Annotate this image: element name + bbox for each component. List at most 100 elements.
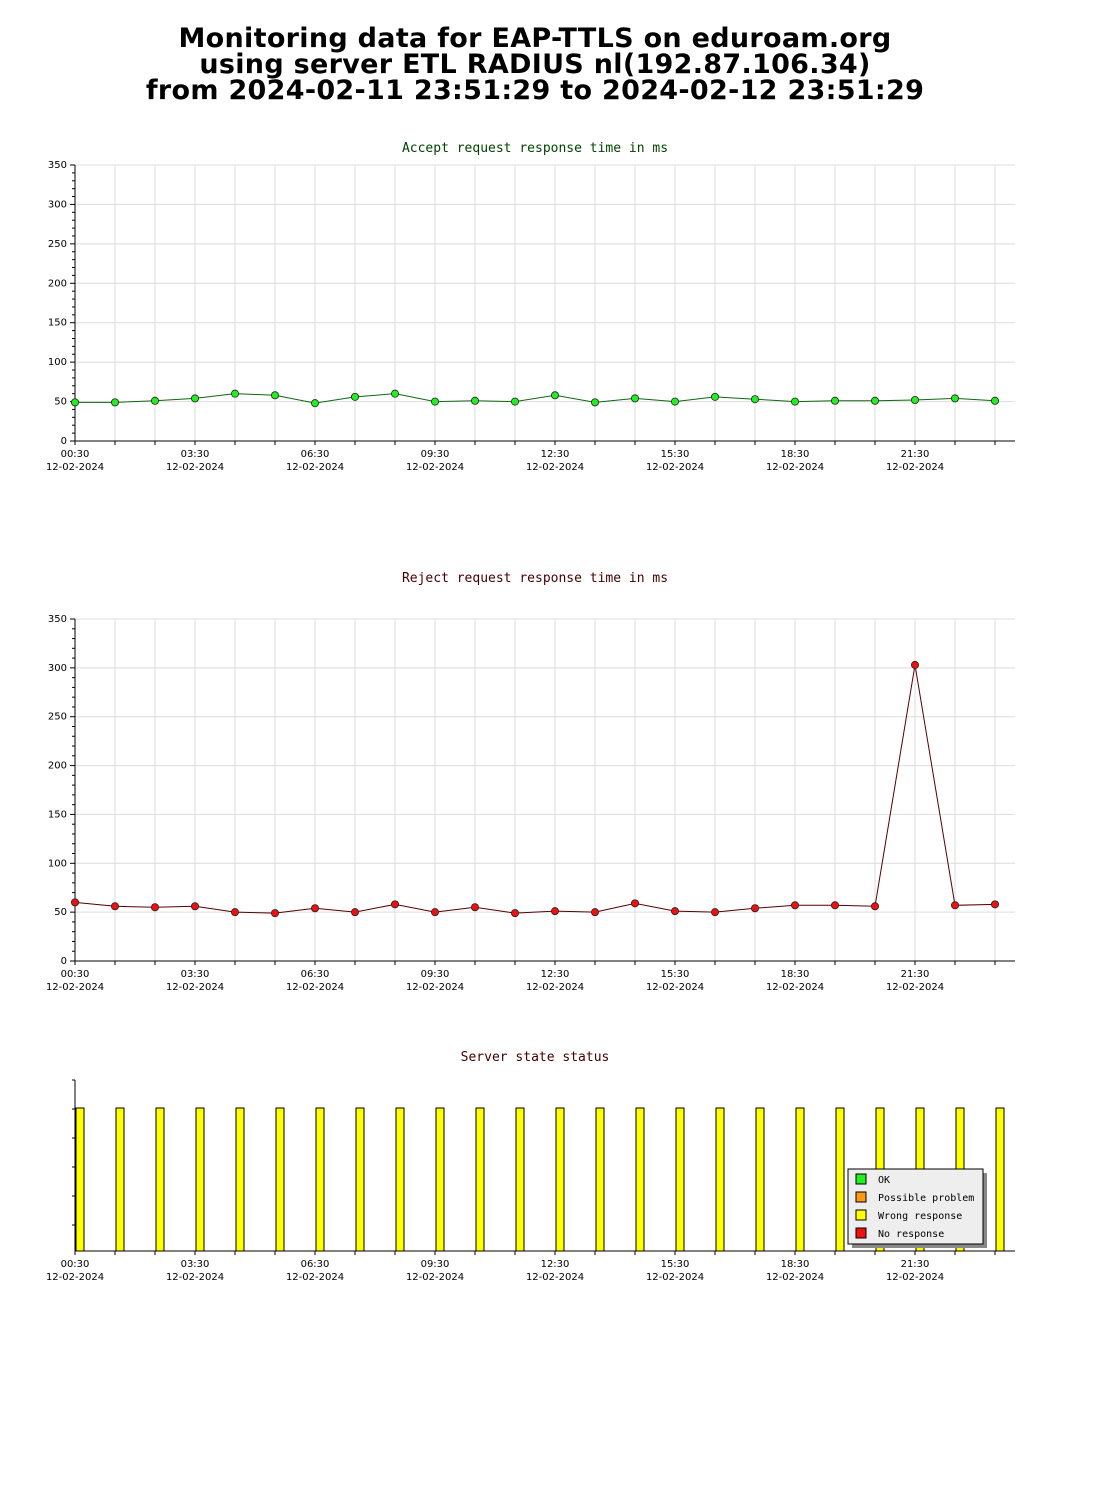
accept-data-point — [71, 398, 80, 407]
reject-x-tick-date: 12-02-2024 — [646, 982, 704, 993]
reject-x-tick-date: 12-02-2024 — [166, 982, 224, 993]
reject-data-point — [551, 907, 560, 916]
accept-data-point — [791, 397, 800, 406]
status-x-tick-date: 12-02-2024 — [526, 1272, 584, 1283]
status-x-tick-date: 12-02-2024 — [646, 1272, 704, 1283]
accept-x-tick-time: 21:30 — [901, 449, 930, 460]
reject-x-tick-date: 12-02-2024 — [46, 982, 104, 993]
status-x-tick-time: 00:30 — [61, 1259, 90, 1270]
reject-data-point — [230, 908, 239, 917]
accept-chart-title: Accept request response time in ms — [401, 141, 669, 156]
page-title-line-3: from 2024-02-11 23:51:29 to 2024-02-12 2… — [145, 75, 925, 106]
accept-data-point — [390, 389, 399, 398]
legend-label: Possible problem — [878, 1193, 974, 1204]
accept-data-point — [631, 394, 640, 403]
accept-x-tick-date: 12-02-2024 — [406, 462, 464, 473]
legend-swatch — [855, 1191, 867, 1203]
accept-x-tick-date: 12-02-2024 — [46, 462, 104, 473]
reject-data-point — [430, 908, 439, 917]
reject-y-tick-label: 350 — [48, 614, 67, 625]
reject-data-point — [671, 907, 680, 916]
accept-data-point — [190, 394, 199, 403]
reject-data-point — [150, 903, 159, 912]
reject-x-tick-date: 12-02-2024 — [526, 982, 584, 993]
accept-data-point — [671, 397, 680, 406]
reject-x-tick-time: 00:30 — [61, 969, 90, 980]
status-bar — [515, 1107, 525, 1252]
accept-data-point — [591, 398, 600, 407]
reject-x-tick-time: 18:30 — [781, 969, 810, 980]
status-bar — [355, 1107, 365, 1252]
legend-label: Wrong response — [878, 1211, 962, 1222]
reject-x-tick-date: 12-02-2024 — [406, 982, 464, 993]
status-bar — [195, 1107, 205, 1252]
reject-data-point — [631, 899, 640, 908]
status-x-tick-date: 12-02-2024 — [886, 1272, 944, 1283]
reject-data-point — [111, 902, 120, 911]
reject-data-point — [270, 909, 279, 918]
reject-data-point — [310, 904, 319, 913]
status-x-tick-time: 15:30 — [661, 1259, 690, 1270]
accept-plot: 0 50 100 150 200 250 300 350 — [48, 160, 1015, 447]
status-bar — [315, 1107, 325, 1252]
status-bar — [755, 1107, 765, 1252]
reject-y-tick-label: 150 — [48, 809, 67, 820]
status-chart-title: Server state status — [460, 1050, 610, 1065]
status-x-tick-date: 12-02-2024 — [166, 1272, 224, 1283]
status-x-tick-date: 12-02-2024 — [286, 1272, 344, 1283]
accept-y-tick-label: 50 — [54, 397, 67, 408]
page-title-line-1: Monitoring data for EAP-TTLS on eduroam.… — [178, 23, 892, 54]
status-x-tick-time: 18:30 — [781, 1259, 810, 1270]
accept-data-point — [430, 397, 439, 406]
reject-y-tick-label: 250 — [48, 712, 67, 723]
reject-data-point — [831, 901, 840, 910]
reject-data-point — [951, 901, 960, 910]
reject-x-tick-time: 21:30 — [901, 969, 930, 980]
reject-data-point — [791, 901, 800, 910]
reject-x-tick-time: 09:30 — [421, 969, 450, 980]
accept-data-point — [751, 395, 760, 404]
reject-y-tick-label: 300 — [48, 663, 67, 674]
accept-x-tick-time: 18:30 — [781, 449, 810, 460]
reject-x-tick-time: 12:30 — [541, 969, 570, 980]
legend-box — [847, 1168, 984, 1245]
accept-y-tick-label: 100 — [48, 357, 67, 368]
accept-data-point — [270, 391, 279, 400]
status-bar — [75, 1107, 85, 1252]
legend-label: OK — [878, 1175, 890, 1186]
status-x-tick-time: 09:30 — [421, 1259, 450, 1270]
reject-data-point — [751, 904, 760, 913]
reject-y-tick-label: 50 — [54, 907, 67, 918]
accept-data-point — [350, 392, 359, 401]
accept-y-tick-label: 0 — [61, 436, 67, 447]
reject-data-point — [711, 908, 720, 917]
status-bar — [995, 1107, 1005, 1252]
reject-data-point — [871, 902, 880, 911]
reject-data-point — [591, 908, 600, 917]
reject-chart-title: Reject request response time in ms — [401, 571, 669, 586]
reject-data-point — [470, 903, 479, 912]
reject-plot: 0 50 100 150 200 250 300 350 — [48, 614, 1015, 967]
page-title-line-2: using server ETL RADIUS nl(192.87.106.34… — [199, 49, 871, 80]
status-bar — [395, 1107, 405, 1252]
accept-y-tick-label: 250 — [48, 239, 67, 250]
status-bar — [435, 1107, 445, 1252]
accept-x-tick-time: 15:30 — [661, 449, 690, 460]
accept-data-point — [111, 398, 120, 407]
reject-y-tick-label: 0 — [61, 956, 67, 967]
accept-x-tick-time: 12:30 — [541, 449, 570, 460]
legend-label: No response — [878, 1229, 944, 1240]
status-x-tick-time: 06:30 — [301, 1259, 330, 1270]
accept-series-line — [75, 393, 996, 404]
accept-data-point — [831, 396, 840, 405]
accept-x-tick-time: 03:30 — [181, 449, 210, 460]
reject-series-line — [74, 664, 996, 914]
status-x-tick-date: 12-02-2024 — [46, 1272, 104, 1283]
accept-x-tick-time: 00:30 — [61, 449, 90, 460]
accept-x-tick-date: 12-02-2024 — [886, 462, 944, 473]
accept-y-tick-label: 150 — [48, 318, 67, 329]
reject-data-point — [991, 900, 1000, 909]
reject-x-tick-date: 12-02-2024 — [766, 982, 824, 993]
legend-swatch — [855, 1209, 867, 1221]
